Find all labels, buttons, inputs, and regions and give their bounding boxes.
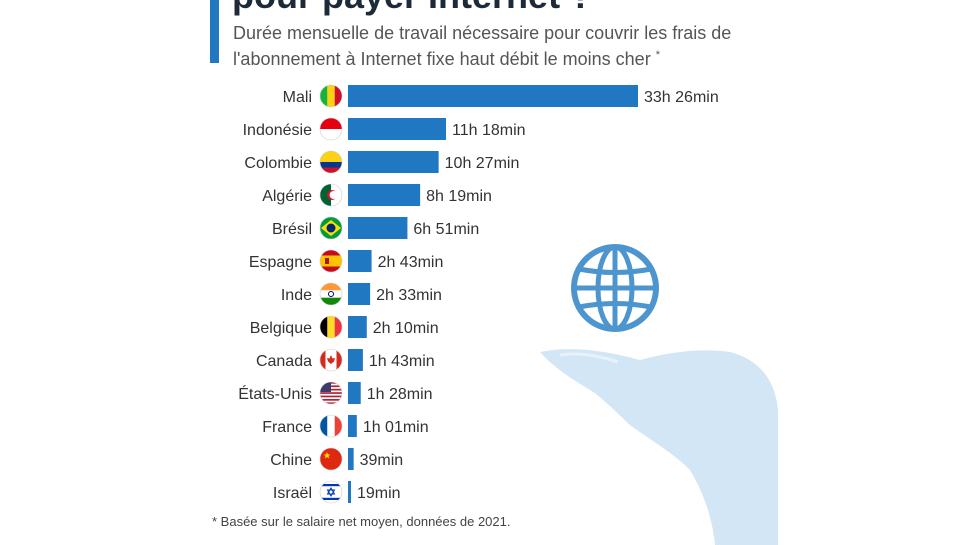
value-label: 2h 33min (376, 287, 442, 304)
france-flag-icon (319, 414, 343, 438)
colombia-flag-icon (319, 150, 343, 174)
value-label: 19min (357, 485, 401, 502)
footnote: * Basée sur le salaire net moyen, donnée… (212, 514, 511, 529)
bar (348, 481, 351, 503)
bar (348, 85, 638, 107)
category-label: Indonésie (243, 122, 312, 139)
value-label: 1h 28min (367, 386, 433, 403)
subtitle-asterisk: * (655, 49, 660, 61)
bar (348, 184, 421, 206)
value-label: 1h 01min (363, 419, 429, 436)
category-label: France (262, 419, 312, 436)
category-label: Espagne (249, 254, 312, 271)
bar (348, 382, 361, 404)
category-label: Chine (270, 452, 312, 469)
mali-flag-icon (319, 84, 343, 108)
bars-group: Mali 33h 26min Indonésie 11h 18min Colombie 1… (238, 84, 719, 504)
bar (348, 448, 354, 470)
bar (348, 118, 447, 140)
bar (348, 349, 363, 371)
chart-subtitle: Durée mensuelle de travail nécessaire po… (233, 22, 793, 70)
belgium-flag-icon (319, 315, 343, 339)
spain-flag-icon (319, 249, 343, 273)
globe-icon (571, 244, 659, 332)
india-flag-icon (319, 282, 343, 306)
brazil-flag-icon (319, 216, 343, 240)
value-label: 8h 19min (426, 188, 492, 205)
hand-illustration (540, 349, 778, 545)
category-label: Algérie (262, 188, 312, 205)
category-label: Canada (256, 353, 312, 370)
category-label: Israël (273, 485, 312, 502)
category-label: Colombie (244, 155, 312, 172)
category-label: Mali (283, 89, 312, 106)
algeria-flag-icon (319, 183, 343, 207)
category-label: États-Unis (238, 384, 312, 403)
china-flag-icon (319, 447, 343, 471)
canada-flag-icon (319, 348, 343, 372)
bar (348, 316, 367, 338)
value-label: 10h 27min (445, 155, 520, 172)
usa-flag-icon (319, 381, 343, 405)
value-label: 11h 18min (452, 122, 526, 139)
bar (348, 283, 371, 305)
bar (348, 415, 357, 437)
value-label: 39min (360, 452, 404, 469)
value-label: 2h 43min (378, 254, 444, 271)
bar (348, 151, 439, 173)
value-label: 1h 43min (369, 353, 435, 370)
chart-title: pour payer Internet ? (232, 0, 592, 14)
israel-flag-icon (319, 480, 343, 504)
indonesia-flag-icon (319, 117, 343, 141)
value-label: 33h 26min (644, 89, 719, 106)
subtitle-text: Durée mensuelle de travail nécessaire po… (233, 23, 732, 69)
value-label: 6h 51min (413, 221, 479, 238)
value-label: 2h 10min (373, 320, 439, 337)
bar (348, 250, 372, 272)
title-accent-bar (210, 0, 219, 63)
category-label: Belgique (250, 320, 312, 337)
bar (348, 217, 408, 239)
category-label: Brésil (272, 221, 312, 238)
category-label: Inde (281, 287, 312, 304)
